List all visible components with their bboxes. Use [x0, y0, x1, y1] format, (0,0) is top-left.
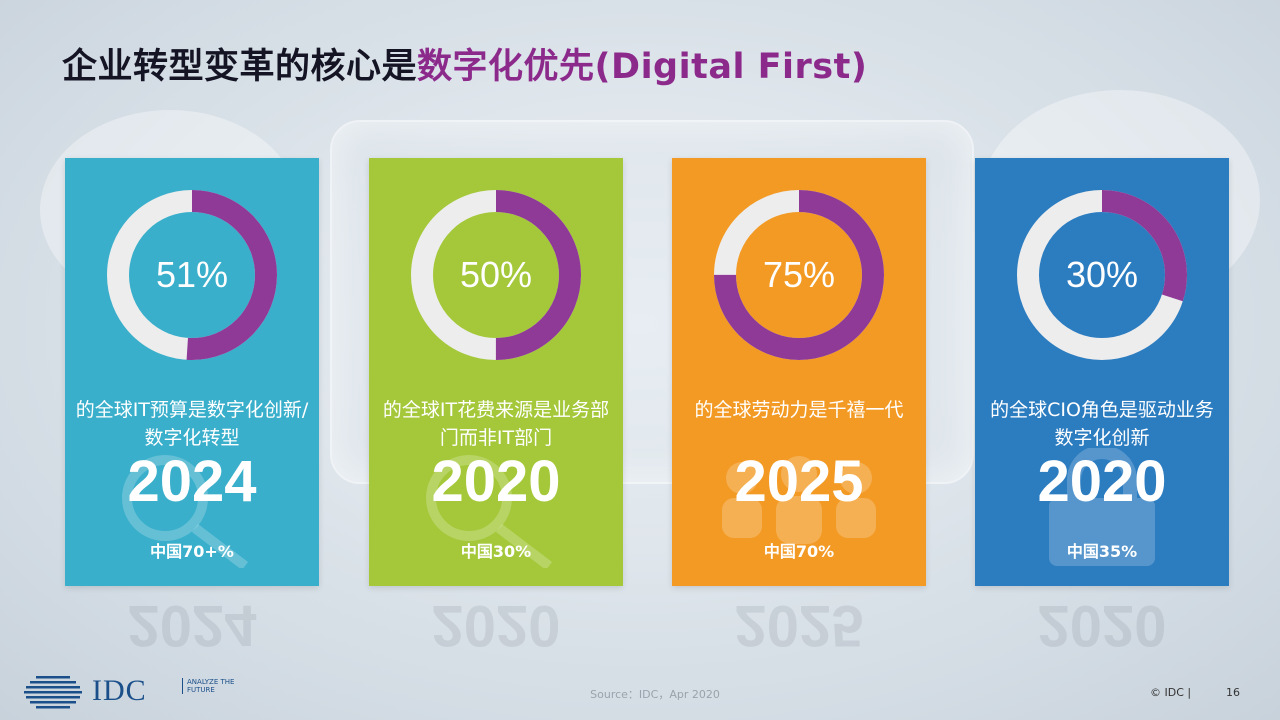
- card-year: 2024: [127, 449, 257, 514]
- donut-percent-label: 50%: [459, 254, 533, 295]
- magnifier-icon: [122, 455, 249, 568]
- title-main: 企业转型变革的核心是: [62, 47, 418, 87]
- title-highlight: 数字化优先(Digital First): [417, 47, 868, 87]
- donut-percent-label: 51%: [155, 254, 229, 295]
- page-number: 16: [1226, 686, 1240, 699]
- card-china-stat: 中国70%: [763, 542, 835, 561]
- stat-card-it-spend: 50% 的全球IT花费来源是业务部门而非IT部门 2020 中国30%: [369, 158, 623, 586]
- card-china-stat: 中国30%: [460, 542, 532, 561]
- year-reflection: 2025: [734, 593, 864, 658]
- donut-chart: [714, 190, 884, 360]
- card-year: 2025: [734, 449, 864, 514]
- source-note: Source：IDC，Apr 2020: [590, 688, 720, 701]
- stat-card-cio-role: 30% 的全球CIO角色是驱动业务数字化创新 2020 中国35%: [975, 158, 1229, 586]
- magnifier-icon: [426, 455, 553, 568]
- donut-chart: [1017, 190, 1187, 360]
- card-description: 的全球劳动力是千禧一代: [694, 399, 904, 421]
- idc-tagline: ANALYZE THE FUTURE: [182, 678, 247, 694]
- card-description: 的全球IT预算是数字化创新/数字化转型: [75, 399, 309, 449]
- stat-card-millennials: 75% 的全球劳动力是千禧一代 2025 中国70%: [672, 158, 926, 586]
- donut-percent-label: 30%: [1065, 254, 1139, 295]
- card-description: 的全球IT花费来源是业务部门而非IT部门: [382, 399, 610, 449]
- donut-chart: [107, 190, 277, 360]
- card-description: 的全球CIO角色是驱动业务数字化创新: [990, 399, 1214, 449]
- copyright: © IDC |: [1150, 686, 1192, 699]
- card-china-stat: 中国35%: [1066, 542, 1138, 561]
- stat-card-it-budget: 51% 的全球IT预算是数字化创新/数字化转型 2024 中国70+%: [65, 158, 319, 586]
- card-china-stat: 中国70+%: [150, 542, 234, 561]
- year-reflection: 2024: [127, 593, 257, 658]
- idc-globe-icon: [24, 676, 82, 709]
- lock-icon: [1049, 448, 1155, 566]
- background-frame: [330, 120, 974, 484]
- donut-chart: [411, 190, 581, 360]
- idc-logo: IDC: [92, 674, 147, 707]
- people-icon: [722, 456, 876, 544]
- card-year: 2020: [1037, 449, 1167, 514]
- year-reflection: 2020: [1037, 593, 1167, 658]
- page-title: 企业转型变革的核心是数字化优先(Digital First): [62, 38, 867, 89]
- card-year: 2020: [431, 449, 561, 514]
- year-reflection: 2020: [431, 593, 561, 658]
- donut-percent-label: 75%: [762, 254, 836, 295]
